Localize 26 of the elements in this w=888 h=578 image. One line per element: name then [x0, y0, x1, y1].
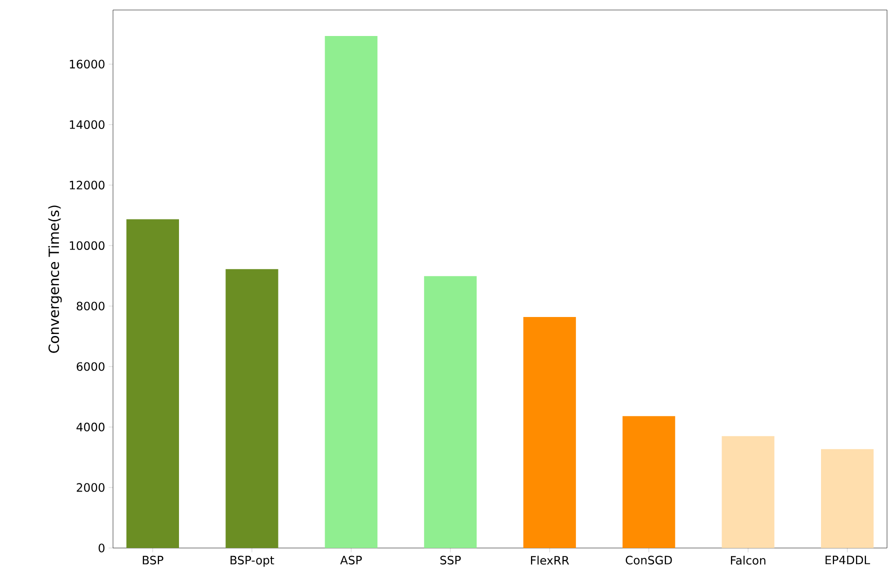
y-tick-label: 10000 — [70, 241, 104, 250]
x-tick-label: SSP — [440, 556, 461, 564]
x-tick-label: EP4DDL — [826, 556, 870, 564]
bar — [324, 36, 378, 548]
x-tick-label: BSP — [142, 556, 164, 564]
x-tick-label: Falcon — [730, 556, 766, 565]
x-tick-label: ASP — [340, 556, 362, 564]
bar — [722, 436, 774, 548]
y-tick-label: 16000 — [70, 60, 104, 68]
y-axis-title: Convergence Time(s) — [48, 206, 62, 353]
y-tick-label: 2000 — [76, 483, 104, 492]
x-tick-label: FlexRR — [531, 556, 570, 565]
y-tick-label: 14000 — [70, 120, 104, 129]
y-tick-label: 4000 — [76, 422, 104, 432]
x-tick-label: ConSGD — [626, 556, 672, 564]
y-tick-label: 6000 — [76, 362, 104, 371]
bar — [226, 269, 278, 548]
y-tick-label: 0 — [98, 544, 104, 552]
y-tick-label: 12000 — [70, 180, 104, 190]
bar — [821, 449, 874, 548]
bar — [622, 416, 676, 548]
bar — [523, 316, 576, 548]
x-tick-label: BSP-opt — [230, 556, 274, 567]
bar — [126, 219, 179, 548]
y-tick-label: 8000 — [76, 302, 104, 310]
bar — [424, 276, 477, 548]
